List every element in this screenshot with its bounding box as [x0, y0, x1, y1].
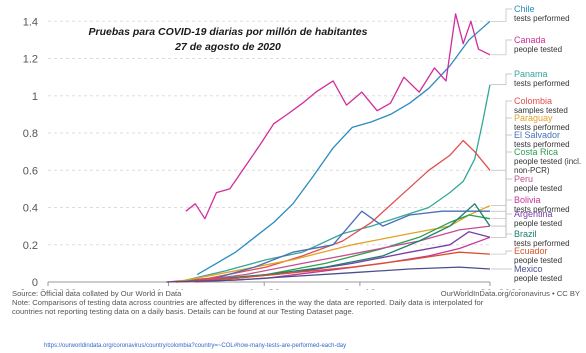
chart-title: Pruebas para COVID-19 diarias por millón…: [89, 26, 368, 38]
legend-label: Canada: [514, 35, 546, 45]
source-url: https://ourworldindata.org/coronavirus/c…: [44, 343, 347, 349]
legend-connector: [491, 225, 512, 235]
series-line-canada: [185, 13, 491, 220]
legend-metric: tests performed: [514, 79, 570, 88]
x-tick-label: Apr 30: [248, 288, 280, 290]
legend-metric: tests performed: [514, 205, 570, 214]
series-line-ecuador: [176, 251, 491, 283]
series-line-peru: [185, 225, 491, 283]
legend-label: Colombia: [514, 96, 552, 106]
y-tick-label: 0.8: [23, 128, 38, 140]
legend-connector: [491, 151, 512, 220]
legend-label: Chile: [514, 4, 535, 14]
y-tick-label: 1: [32, 91, 38, 103]
legend-metric: tests performed: [514, 14, 570, 23]
legend-label: Paraguay: [514, 113, 553, 123]
note-line-1: Note: Comparisons of testing data across…: [12, 298, 484, 307]
legend-connector: [491, 117, 512, 207]
legend-label: Ecuador: [514, 246, 548, 256]
legend-connector: [491, 8, 512, 22]
y-tick-label: 0.4: [23, 203, 38, 215]
x-tick-label: Jan 8, 2020: [19, 288, 77, 290]
x-axis: Jan 8, 2020 Mar 11 Apr 30 Jun 19 Aug 26, 202…: [19, 282, 523, 290]
series-line-brazil: [208, 203, 491, 281]
x-tick-label: Aug 26, 2020: [457, 288, 522, 290]
legend-connector: [491, 213, 512, 238]
chart-area: 0 0.2 0.4 0.6 0.8 1 1.2 1.4 Jan 8, 2020 Mar 11 Ap…: [19, 4, 581, 290]
legend-metric: people tested: [514, 219, 562, 228]
legend-metric: people tested: [514, 45, 562, 54]
legend-label: Mexico: [514, 264, 543, 274]
legend-connector: [491, 250, 512, 255]
note-line-2: countries not reporting testing data on …: [12, 307, 354, 316]
legend-label: Brazil: [514, 229, 537, 239]
legend-metric: tests performed: [514, 239, 570, 248]
grid-lines: [48, 20, 490, 283]
y-tick-label: 1.2: [23, 54, 38, 66]
x-tick-label: Mar 11: [152, 288, 185, 290]
legend-metric: tests performed: [514, 140, 570, 149]
source-note: Source: Official data collated by Our Wo…: [12, 289, 182, 298]
legend-label: Peru: [514, 174, 533, 184]
legend-label: Panama: [514, 69, 548, 79]
series-line-mexico: [166, 266, 491, 283]
legend-connector: [491, 39, 512, 56]
y-tick-label: 0.2: [23, 240, 38, 252]
series-line-el-salvador: [208, 210, 490, 281]
series-line-panama: [185, 84, 491, 281]
legend-metric: people tested: [514, 184, 562, 193]
legend-metric: samples tested: [514, 106, 568, 115]
legend-connector: [491, 178, 512, 227]
legend-label: Costa Rica: [514, 147, 558, 157]
y-tick-label: 1.4: [23, 16, 38, 28]
series-line-chile: [196, 20, 491, 276]
legend-metric: non-PCR): [514, 166, 550, 175]
y-tick-label: 0: [32, 277, 38, 289]
legend-label: Argentina: [514, 209, 553, 219]
legend-label: El Salvador: [514, 130, 560, 140]
series-lines: [166, 13, 491, 283]
legend-connector: [491, 73, 512, 85]
series-line-colombia: [166, 139, 491, 283]
legend-metric: people tested (incl.: [514, 157, 581, 166]
owid-attribution: OurWorldInData.org/coronavirus • CC BY: [440, 289, 580, 298]
legend-metric: tests performed: [514, 123, 570, 132]
y-axis: 0 0.2 0.4 0.6 0.8 1 1.2 1.4: [23, 16, 38, 289]
chart-subtitle: 27 de agosto de 2020: [174, 41, 281, 53]
legend-connector: [491, 100, 512, 171]
y-tick-label: 0.6: [23, 165, 38, 177]
legend-metric: people tested: [514, 256, 562, 265]
x-tick-label: Jun 19: [343, 288, 376, 290]
legend-metric: people tested: [514, 274, 562, 283]
legend-label: Bolivia: [514, 195, 541, 205]
